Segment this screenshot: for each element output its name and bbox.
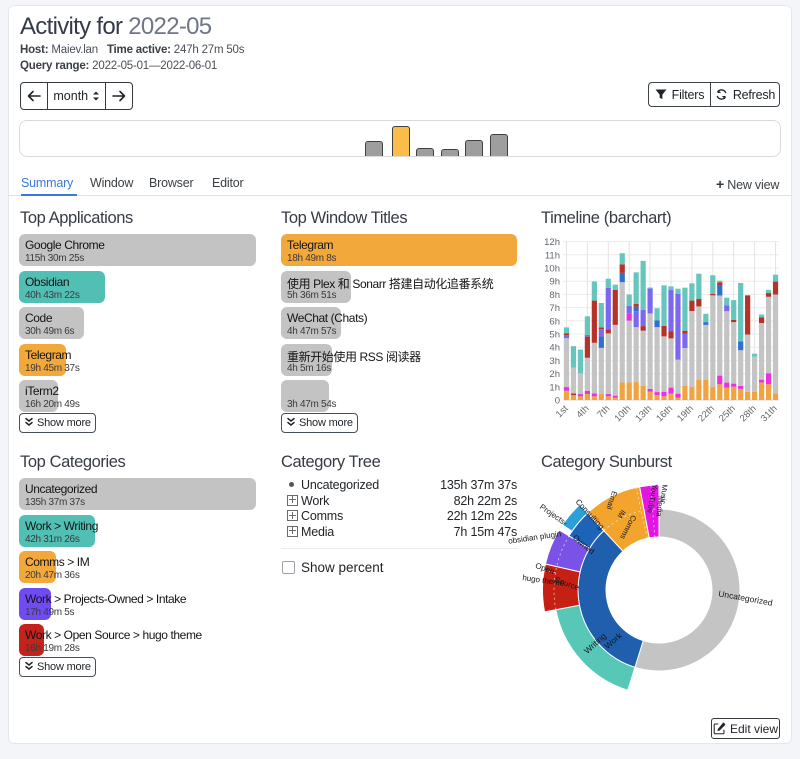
svg-text:31th: 31th [759,403,780,424]
svg-text:19th: 19th [675,403,696,424]
svg-text:11h: 11h [545,250,560,261]
svg-text:6h: 6h [549,316,560,327]
svg-text:0: 0 [555,396,560,407]
svg-text:7th: 7th [595,403,612,420]
svg-text:4th: 4th [574,403,591,420]
svg-text:8h: 8h [549,290,560,301]
svg-text:1h: 1h [549,382,560,393]
svg-text:Music: Music [658,484,669,505]
svg-text:3h: 3h [549,356,560,367]
svg-text:12h: 12h [544,237,560,248]
svg-text:Media: Media [654,496,665,518]
svg-text:25th: 25th [717,403,738,424]
svg-text:16th: 16th [654,403,675,424]
svg-text:9h: 9h [549,277,560,288]
svg-text:5h: 5h [549,330,560,341]
svg-text:4h: 4h [549,343,560,354]
svg-text:Projects-: Projects- [538,502,569,528]
svg-text:28th: 28th [738,403,759,424]
svg-text:10h: 10h [544,264,560,275]
svg-text:7h: 7h [549,303,560,314]
svg-text:10th: 10th [612,403,633,424]
svg-text:13th: 13th [633,403,654,424]
svg-text:2h: 2h [549,369,560,380]
svg-text:22th: 22th [696,403,717,424]
svg-text:IM: IM [615,508,627,520]
